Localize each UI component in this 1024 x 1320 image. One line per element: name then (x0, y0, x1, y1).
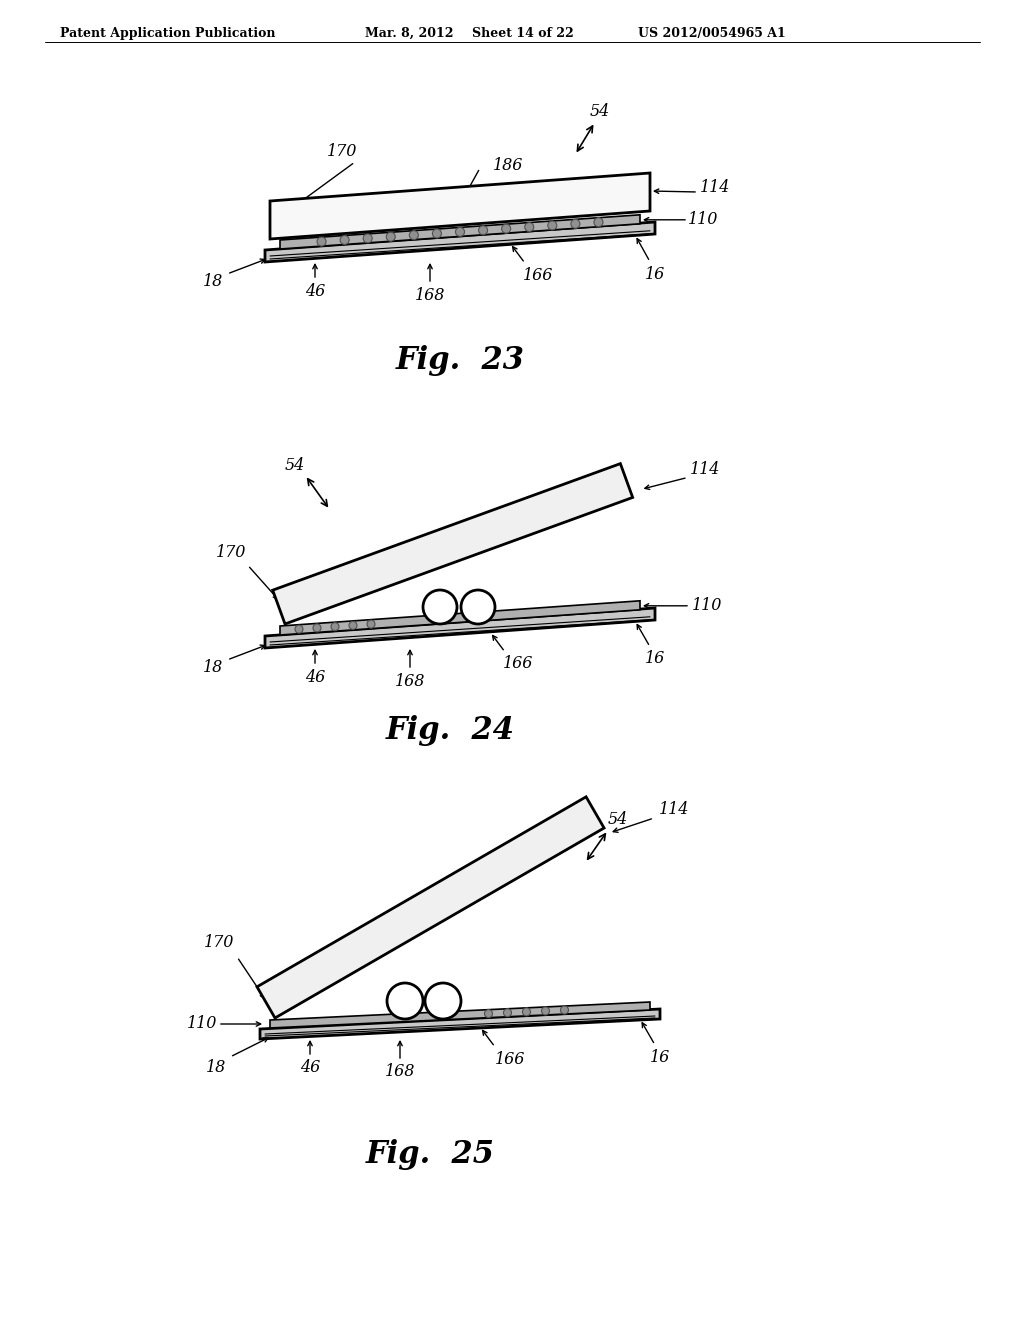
Circle shape (386, 232, 395, 242)
Polygon shape (280, 601, 640, 635)
Polygon shape (270, 1002, 650, 1028)
Circle shape (594, 218, 603, 227)
Circle shape (542, 1007, 550, 1015)
Polygon shape (280, 215, 640, 249)
Circle shape (560, 1006, 568, 1014)
Text: 54: 54 (285, 457, 305, 474)
Text: 166: 166 (523, 267, 553, 284)
Text: 170: 170 (204, 935, 234, 952)
Text: Fig.  23: Fig. 23 (395, 345, 524, 375)
Text: 46: 46 (300, 1060, 321, 1077)
Text: Mar. 8, 2012: Mar. 8, 2012 (365, 26, 454, 40)
Text: Sheet 14 of 22: Sheet 14 of 22 (472, 26, 573, 40)
Text: 168: 168 (385, 1064, 415, 1081)
Text: Patent Application Publication: Patent Application Publication (60, 26, 275, 40)
Text: 46: 46 (305, 668, 326, 685)
Text: 16: 16 (645, 267, 666, 284)
Circle shape (425, 983, 461, 1019)
Text: 168: 168 (395, 672, 425, 689)
Circle shape (478, 226, 487, 235)
Text: 166: 166 (495, 1051, 525, 1068)
Text: US 2012/0054965 A1: US 2012/0054965 A1 (638, 26, 785, 40)
Text: 54: 54 (608, 812, 628, 829)
Text: 110: 110 (186, 1015, 217, 1032)
Text: 170: 170 (327, 144, 357, 161)
Text: 114: 114 (658, 801, 689, 818)
Text: 18: 18 (206, 1060, 226, 1077)
Circle shape (331, 623, 339, 631)
Polygon shape (270, 173, 650, 239)
Text: 186: 186 (453, 882, 483, 899)
Polygon shape (257, 797, 604, 1018)
Circle shape (349, 622, 357, 630)
Text: 168: 168 (415, 286, 445, 304)
Circle shape (524, 223, 534, 231)
Circle shape (340, 235, 349, 244)
Text: 114: 114 (689, 461, 720, 478)
Circle shape (367, 620, 375, 628)
Text: 186: 186 (486, 510, 517, 527)
Text: Fig.  25: Fig. 25 (366, 1139, 495, 1171)
Text: 166: 166 (503, 656, 534, 672)
Text: 18: 18 (203, 660, 223, 676)
Circle shape (548, 220, 557, 230)
Circle shape (571, 219, 580, 228)
Circle shape (461, 590, 495, 624)
Text: 186: 186 (493, 157, 523, 173)
Circle shape (456, 227, 465, 236)
Text: 170: 170 (215, 544, 246, 561)
Polygon shape (265, 609, 655, 648)
Circle shape (484, 1010, 493, 1018)
Circle shape (502, 224, 511, 234)
Text: 54: 54 (590, 103, 610, 120)
Text: 110: 110 (692, 597, 722, 614)
Text: 16: 16 (645, 651, 666, 668)
Circle shape (295, 626, 303, 634)
Circle shape (410, 231, 419, 240)
Circle shape (423, 590, 457, 624)
Text: 16: 16 (650, 1048, 670, 1065)
Text: 110: 110 (688, 211, 718, 228)
Circle shape (432, 228, 441, 238)
Circle shape (364, 234, 372, 243)
Circle shape (317, 238, 326, 246)
Circle shape (387, 983, 423, 1019)
Text: 114: 114 (699, 180, 730, 197)
Polygon shape (260, 1008, 660, 1039)
Text: 46: 46 (305, 282, 326, 300)
Text: 18: 18 (203, 273, 223, 290)
Polygon shape (265, 222, 655, 261)
Circle shape (313, 624, 321, 632)
Circle shape (522, 1008, 530, 1016)
Text: Fig.  24: Fig. 24 (385, 714, 514, 746)
Circle shape (504, 1008, 512, 1016)
Polygon shape (272, 463, 633, 624)
